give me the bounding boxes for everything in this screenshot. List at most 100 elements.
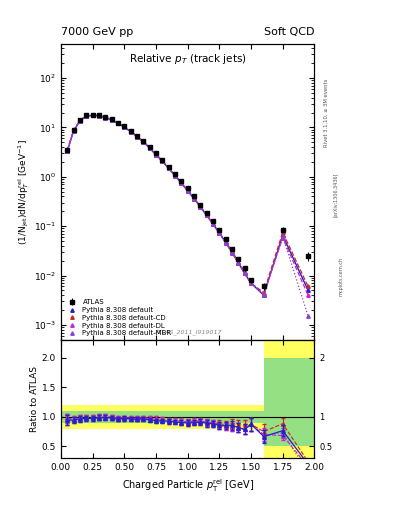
Pythia 8.308 default-MBR bbox=[173, 173, 177, 179]
Bar bbox=[73, 411, 86, 423]
Pythia 8.308 default-MBR bbox=[128, 129, 133, 135]
Pythia 8.308 default-DL bbox=[249, 280, 253, 286]
Pythia 8.308 default-DL bbox=[223, 240, 228, 246]
Pythia 8.308 default-CD bbox=[230, 248, 234, 254]
Pythia 8.308 default-MBR bbox=[280, 233, 285, 240]
Pythia 8.308 default-CD bbox=[122, 124, 127, 130]
Bar bbox=[213, 405, 226, 429]
Pythia 8.308 default-CD bbox=[179, 180, 184, 186]
Bar bbox=[175, 405, 188, 429]
Pythia 8.308 default-DL bbox=[242, 270, 247, 276]
Bar bbox=[226, 405, 238, 429]
Pythia 8.308 default-CD bbox=[116, 120, 120, 126]
Bar bbox=[264, 340, 289, 476]
Bar bbox=[124, 411, 137, 423]
Text: [arXiv:1306.3436]: [arXiv:1306.3436] bbox=[333, 173, 338, 217]
Bar bbox=[99, 405, 112, 429]
Pythia 8.308 default-DL bbox=[230, 250, 234, 256]
X-axis label: Charged Particle $p_{\rm T}^{\rm rel}$ [GeV]: Charged Particle $p_{\rm T}^{\rm rel}$ [… bbox=[121, 478, 254, 495]
Pythia 8.308 default-CD bbox=[204, 212, 209, 218]
Pythia 8.308 default-MBR bbox=[242, 270, 247, 276]
Bar bbox=[124, 405, 137, 429]
Line: Pythia 8.308 default-MBR: Pythia 8.308 default-MBR bbox=[66, 114, 310, 318]
Bar bbox=[213, 411, 226, 423]
Pythia 8.308 default bbox=[65, 148, 70, 154]
Pythia 8.308 default bbox=[217, 230, 222, 236]
Pythia 8.308 default-DL bbox=[280, 234, 285, 241]
Line: Pythia 8.308 default-CD: Pythia 8.308 default-CD bbox=[66, 114, 310, 294]
Pythia 8.308 default bbox=[204, 212, 209, 219]
Pythia 8.308 default-CD bbox=[280, 229, 285, 236]
Pythia 8.308 default-MBR bbox=[306, 313, 310, 319]
Pythia 8.308 default-DL bbox=[160, 158, 165, 164]
Pythia 8.308 default-CD bbox=[242, 268, 247, 274]
Pythia 8.308 default-MBR bbox=[84, 113, 89, 119]
Bar bbox=[86, 405, 99, 429]
Text: ATLAS_2011_I919017: ATLAS_2011_I919017 bbox=[154, 330, 221, 335]
Pythia 8.308 default-CD bbox=[217, 229, 222, 236]
Legend: ATLAS, Pythia 8.308 default, Pythia 8.308 default-CD, Pythia 8.308 default-DL, P: ATLAS, Pythia 8.308 default, Pythia 8.30… bbox=[63, 298, 173, 338]
Pythia 8.308 default-CD bbox=[198, 203, 203, 209]
Pythia 8.308 default-MBR bbox=[223, 240, 228, 246]
Bar bbox=[73, 405, 86, 429]
Pythia 8.308 default-CD bbox=[97, 113, 101, 119]
Pythia 8.308 default-DL bbox=[134, 133, 140, 139]
Bar bbox=[99, 411, 112, 423]
Pythia 8.308 default bbox=[166, 165, 171, 172]
Pythia 8.308 default bbox=[306, 287, 310, 293]
Bar bbox=[264, 357, 289, 446]
Bar bbox=[175, 411, 188, 423]
Y-axis label: (1/N$_{\rm jet}$)dN/dp$_T^{\rm rel}$ [GeV$^{-1}$]: (1/N$_{\rm jet}$)dN/dp$_T^{\rm rel}$ [Ge… bbox=[17, 139, 31, 245]
Pythia 8.308 default-DL bbox=[84, 113, 89, 119]
Pythia 8.308 default-DL bbox=[71, 127, 76, 134]
Pythia 8.308 default bbox=[116, 120, 120, 126]
Pythia 8.308 default bbox=[173, 173, 177, 179]
Bar bbox=[61, 405, 73, 429]
Bar bbox=[200, 411, 213, 423]
Pythia 8.308 default-CD bbox=[249, 280, 253, 286]
Text: 7000 GeV pp: 7000 GeV pp bbox=[61, 27, 133, 37]
Bar bbox=[200, 405, 213, 429]
Pythia 8.308 default bbox=[154, 152, 158, 158]
Pythia 8.308 default-DL bbox=[141, 138, 146, 144]
Line: Pythia 8.308 default-DL: Pythia 8.308 default-DL bbox=[66, 114, 310, 297]
Pythia 8.308 default bbox=[198, 204, 203, 210]
Pythia 8.308 default-MBR bbox=[185, 188, 190, 194]
Bar bbox=[61, 411, 73, 423]
Pythia 8.308 default-DL bbox=[173, 172, 177, 178]
Pythia 8.308 default-DL bbox=[154, 151, 158, 157]
Pythia 8.308 default-MBR bbox=[109, 117, 114, 123]
Pythia 8.308 default-CD bbox=[192, 195, 196, 201]
Pythia 8.308 default-MBR bbox=[179, 180, 184, 186]
Bar bbox=[188, 405, 200, 429]
Bar bbox=[251, 411, 264, 423]
Pythia 8.308 default-DL bbox=[306, 292, 310, 298]
Pythia 8.308 default-MBR bbox=[122, 124, 127, 130]
Pythia 8.308 default bbox=[211, 221, 215, 227]
Pythia 8.308 default-CD bbox=[185, 187, 190, 194]
Bar bbox=[251, 405, 264, 429]
Pythia 8.308 default-MBR bbox=[160, 158, 165, 164]
Pythia 8.308 default-CD bbox=[134, 133, 140, 139]
Pythia 8.308 default-CD bbox=[306, 284, 310, 290]
Pythia 8.308 default bbox=[242, 270, 247, 276]
Bar bbox=[226, 411, 238, 423]
Bar bbox=[162, 405, 175, 429]
Pythia 8.308 default bbox=[223, 239, 228, 245]
Bar bbox=[137, 411, 150, 423]
Pythia 8.308 default-CD bbox=[211, 221, 215, 227]
Bar bbox=[188, 411, 200, 423]
Pythia 8.308 default-MBR bbox=[204, 212, 209, 219]
Bar bbox=[238, 405, 251, 429]
Text: mcplots.cern.ch: mcplots.cern.ch bbox=[339, 257, 344, 296]
Pythia 8.308 default-MBR bbox=[116, 120, 120, 126]
Pythia 8.308 default-DL bbox=[128, 129, 133, 135]
Pythia 8.308 default-MBR bbox=[261, 291, 266, 297]
Pythia 8.308 default-MBR bbox=[141, 139, 146, 145]
Pythia 8.308 default-DL bbox=[122, 124, 127, 130]
Pythia 8.308 default-DL bbox=[166, 165, 171, 171]
Pythia 8.308 default bbox=[249, 280, 253, 286]
Pythia 8.308 default-DL bbox=[116, 120, 120, 126]
Pythia 8.308 default bbox=[236, 260, 241, 266]
Line: Pythia 8.308 default: Pythia 8.308 default bbox=[66, 114, 310, 297]
